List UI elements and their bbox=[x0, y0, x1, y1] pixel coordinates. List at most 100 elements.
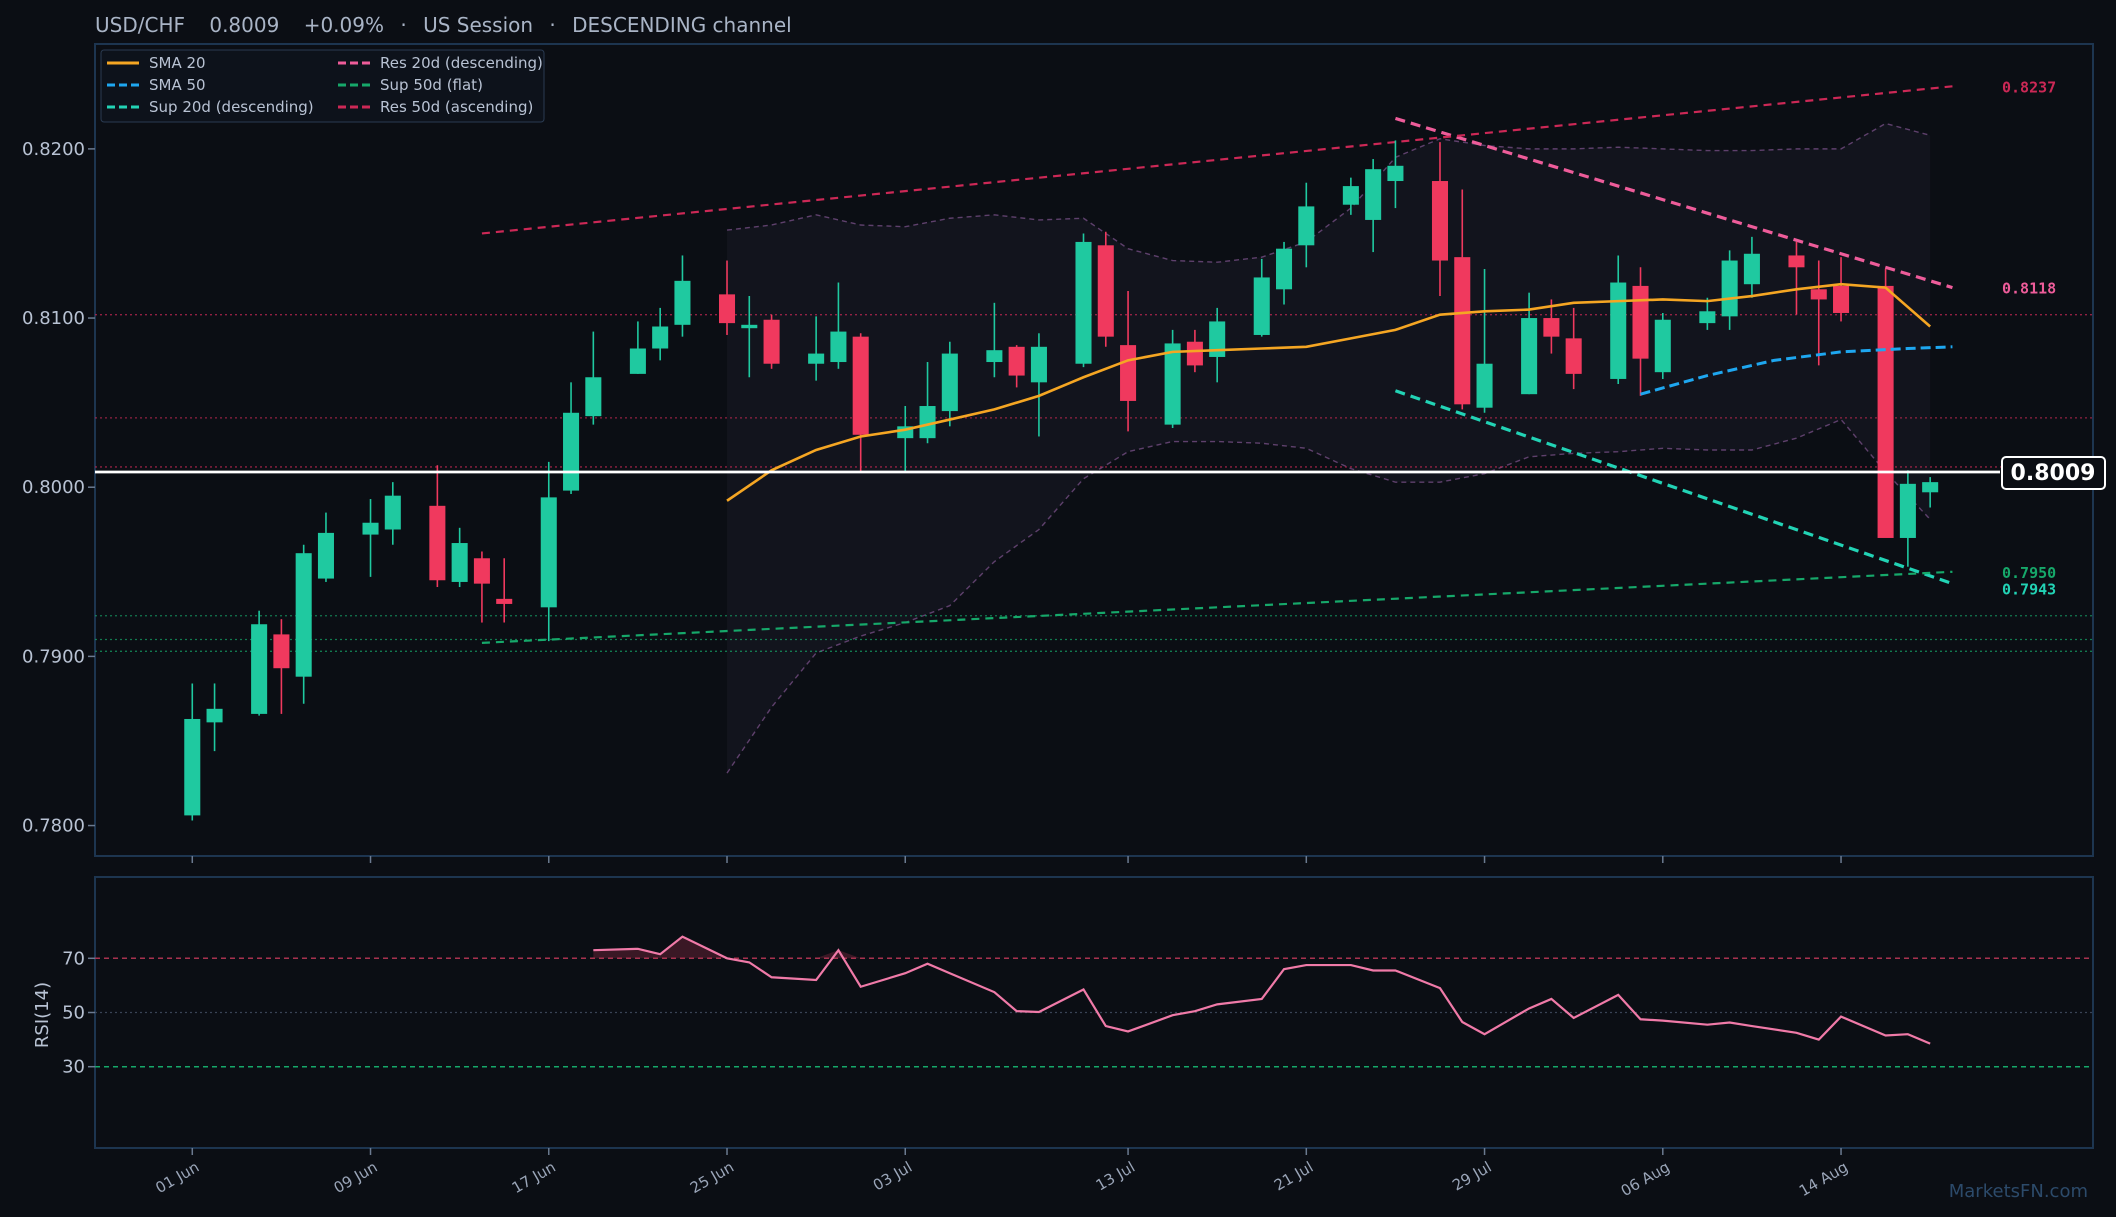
candle-body bbox=[1543, 318, 1560, 337]
legend-box bbox=[100, 49, 545, 123]
candle-body bbox=[1120, 345, 1137, 401]
bollinger-band-layer bbox=[726, 122, 1931, 774]
candle-body bbox=[184, 718, 201, 816]
candle-body bbox=[1565, 338, 1582, 374]
trendline-label: 0.8237 bbox=[2002, 78, 2056, 96]
candle-body bbox=[674, 280, 691, 325]
current-price-tag-box bbox=[2001, 455, 2106, 490]
sma20-line bbox=[726, 282, 1932, 502]
candle-body bbox=[1164, 343, 1181, 425]
candle-body bbox=[273, 634, 290, 669]
candle-body bbox=[251, 624, 268, 714]
price-y-axis: 0.7800 0.7900 0.8000 0.8100 0.8200 bbox=[22, 139, 95, 837]
rsi-layer: 30 50 70 bbox=[62, 935, 2093, 1078]
sma50-line bbox=[1640, 345, 1953, 396]
candle-body bbox=[496, 598, 513, 604]
candle-body bbox=[1276, 248, 1293, 290]
candle-body bbox=[718, 294, 736, 324]
price-panel-frame bbox=[94, 43, 2094, 857]
candle-body bbox=[451, 543, 468, 582]
candle-body bbox=[1810, 289, 1827, 300]
title-sep-1: · bbox=[400, 13, 406, 37]
candle-body bbox=[1721, 260, 1738, 317]
watermark: MarketsFN.com bbox=[1949, 1181, 2088, 1202]
price-tick-label: 0.8100 bbox=[22, 308, 85, 329]
candle-body bbox=[1632, 285, 1649, 359]
candle-body bbox=[1075, 241, 1092, 364]
candle-body bbox=[852, 336, 869, 435]
price-tick-label: 0.8200 bbox=[22, 139, 85, 160]
candle-body bbox=[986, 350, 1003, 363]
candle-body bbox=[473, 558, 490, 584]
legend-label: Res 20d (descending) bbox=[380, 54, 543, 72]
candle-body bbox=[362, 522, 379, 535]
candle-body bbox=[1877, 285, 1894, 538]
title-change: +0.09% bbox=[304, 13, 384, 37]
candle-body bbox=[1699, 311, 1716, 324]
price-tick-label: 0.7900 bbox=[22, 646, 85, 667]
current-price-tag: 0.8009 bbox=[2011, 461, 2096, 486]
candle-body bbox=[429, 505, 446, 581]
candle-body bbox=[941, 353, 958, 412]
title-session: US Session bbox=[423, 13, 533, 37]
candle-body bbox=[1788, 255, 1805, 268]
title-symbol: USD/CHF bbox=[95, 13, 185, 37]
candle-body bbox=[1209, 321, 1226, 357]
candle-body bbox=[1521, 318, 1538, 395]
candle-body bbox=[1899, 483, 1916, 538]
candle-body bbox=[763, 319, 780, 364]
candle-body bbox=[317, 532, 334, 579]
candle-body bbox=[1454, 257, 1471, 405]
candle-body bbox=[1610, 282, 1627, 379]
legend-label: SMA 50 bbox=[149, 76, 206, 94]
candle-body bbox=[919, 406, 936, 439]
trendline bbox=[481, 570, 1953, 644]
sma-layer bbox=[726, 282, 1953, 502]
candles-layer bbox=[184, 140, 1939, 821]
trendline bbox=[1394, 389, 1953, 586]
candle-body bbox=[1342, 186, 1359, 205]
candle-body bbox=[563, 412, 580, 491]
rsi-tick-label: 30 bbox=[62, 1057, 85, 1078]
bollinger-lower bbox=[726, 418, 1931, 774]
candle-body bbox=[540, 497, 557, 608]
candle-body bbox=[1476, 363, 1493, 408]
price-panel: 0.8009 0.7800 0.7900 0.8000 0.8100 0.8200 0.… bbox=[22, 43, 2106, 857]
candle-body bbox=[808, 353, 825, 364]
candle-body bbox=[1365, 169, 1382, 220]
trendline-label: 0.7943 bbox=[2002, 581, 2056, 599]
rsi-axis-label: RSI(14) bbox=[32, 982, 53, 1048]
candle-body bbox=[741, 324, 758, 329]
candle-body bbox=[1253, 277, 1270, 335]
candle-body bbox=[652, 326, 669, 349]
candle-body bbox=[1030, 346, 1047, 383]
candle-body bbox=[1833, 285, 1850, 313]
legend-label: SMA 20 bbox=[149, 54, 206, 72]
candle-body bbox=[1922, 482, 1939, 493]
rsi-panel: 30 50 70 RSI(14) bbox=[32, 876, 2094, 1149]
trendline-label: 0.7950 bbox=[2002, 564, 2056, 582]
price-tick-label: 0.7800 bbox=[22, 816, 85, 837]
trendline-label: 0.8118 bbox=[2002, 280, 2056, 298]
rsi-panel-frame bbox=[94, 876, 2094, 1149]
legend-label: Sup 20d (descending) bbox=[149, 98, 314, 116]
candle-body bbox=[384, 495, 401, 530]
chart-title: USD/CHF 0.8009 +0.09% · US Session · DES… bbox=[95, 13, 792, 37]
candle-body bbox=[830, 331, 847, 363]
candle-body bbox=[1387, 165, 1404, 182]
candle-body bbox=[585, 377, 602, 417]
candle-body bbox=[295, 553, 312, 677]
candle-body bbox=[206, 708, 223, 723]
title-sep-2: · bbox=[549, 13, 555, 37]
horizontal-levels-layer bbox=[95, 314, 2093, 652]
candle-body bbox=[1743, 253, 1760, 285]
candle-body bbox=[1431, 181, 1449, 261]
price-tick-label: 0.8000 bbox=[22, 477, 85, 498]
current-price-layer: 0.8009 bbox=[95, 455, 2106, 490]
candle-body bbox=[1654, 319, 1671, 373]
rsi-tick-label: 50 bbox=[62, 1003, 85, 1024]
trendlines-layer bbox=[481, 85, 1953, 644]
trendline bbox=[1394, 116, 1953, 290]
legend-label: Res 50d (ascending) bbox=[380, 98, 533, 116]
